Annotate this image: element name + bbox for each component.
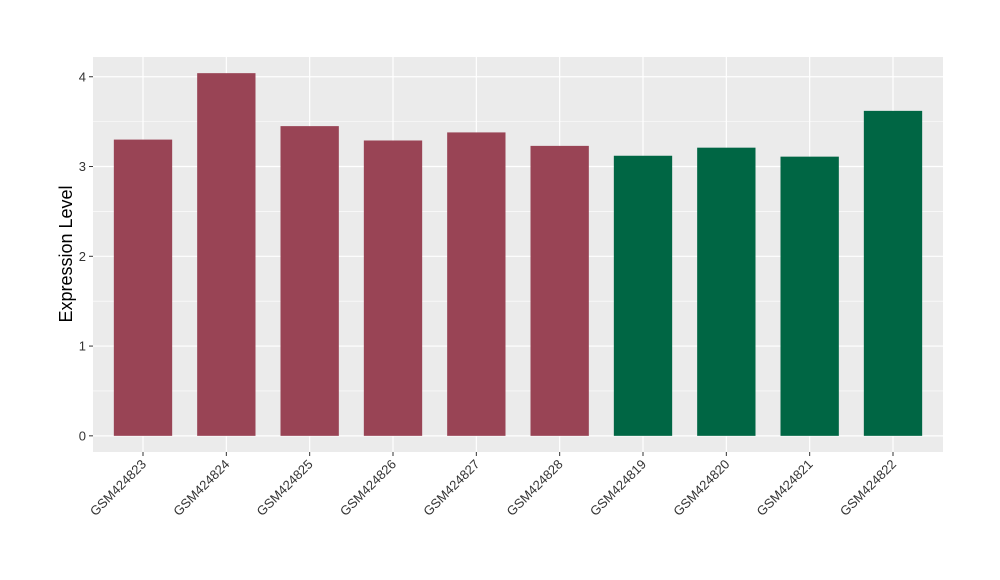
y-tick-label: 1 bbox=[79, 339, 86, 354]
bar-gsm424825 bbox=[280, 126, 339, 436]
x-tick-label: GSM424824 bbox=[170, 457, 232, 519]
x-tick-label: GSM424827 bbox=[420, 457, 482, 519]
y-axis: 0 1 2 3 4 bbox=[79, 69, 93, 443]
bar-gsm424821 bbox=[780, 156, 839, 436]
y-tick-label: 0 bbox=[79, 428, 86, 443]
bar-gsm424822 bbox=[863, 110, 923, 436]
x-axis: GSM424823 GSM424824 GSM424825 GSM424826 GSM4… bbox=[87, 452, 899, 519]
x-tick-label: GSM424825 bbox=[254, 457, 316, 519]
bar-gsm424823 bbox=[113, 139, 173, 436]
x-tick-label: GSM424820 bbox=[670, 457, 732, 519]
x-tick-label: GSM424822 bbox=[837, 457, 899, 519]
bar-gsm424819 bbox=[613, 155, 673, 436]
bars bbox=[113, 73, 923, 436]
x-tick-label: GSM424823 bbox=[87, 457, 149, 519]
x-tick-label: GSM424819 bbox=[587, 457, 649, 519]
x-tick-label: GSM424826 bbox=[337, 457, 399, 519]
y-tick-label: 2 bbox=[79, 249, 86, 264]
y-tick-label: 4 bbox=[79, 69, 86, 84]
bar-gsm424820 bbox=[697, 147, 756, 436]
x-tick-label: GSM424821 bbox=[754, 457, 816, 519]
y-axis-title: Expression Level bbox=[56, 185, 76, 322]
bar-gsm424824 bbox=[197, 73, 256, 436]
y-tick-label: 3 bbox=[79, 159, 86, 174]
bar-gsm424827 bbox=[447, 132, 506, 436]
bar-gsm424828 bbox=[530, 145, 589, 436]
x-tick-label: GSM424828 bbox=[504, 457, 566, 519]
bar-gsm424826 bbox=[363, 140, 423, 436]
